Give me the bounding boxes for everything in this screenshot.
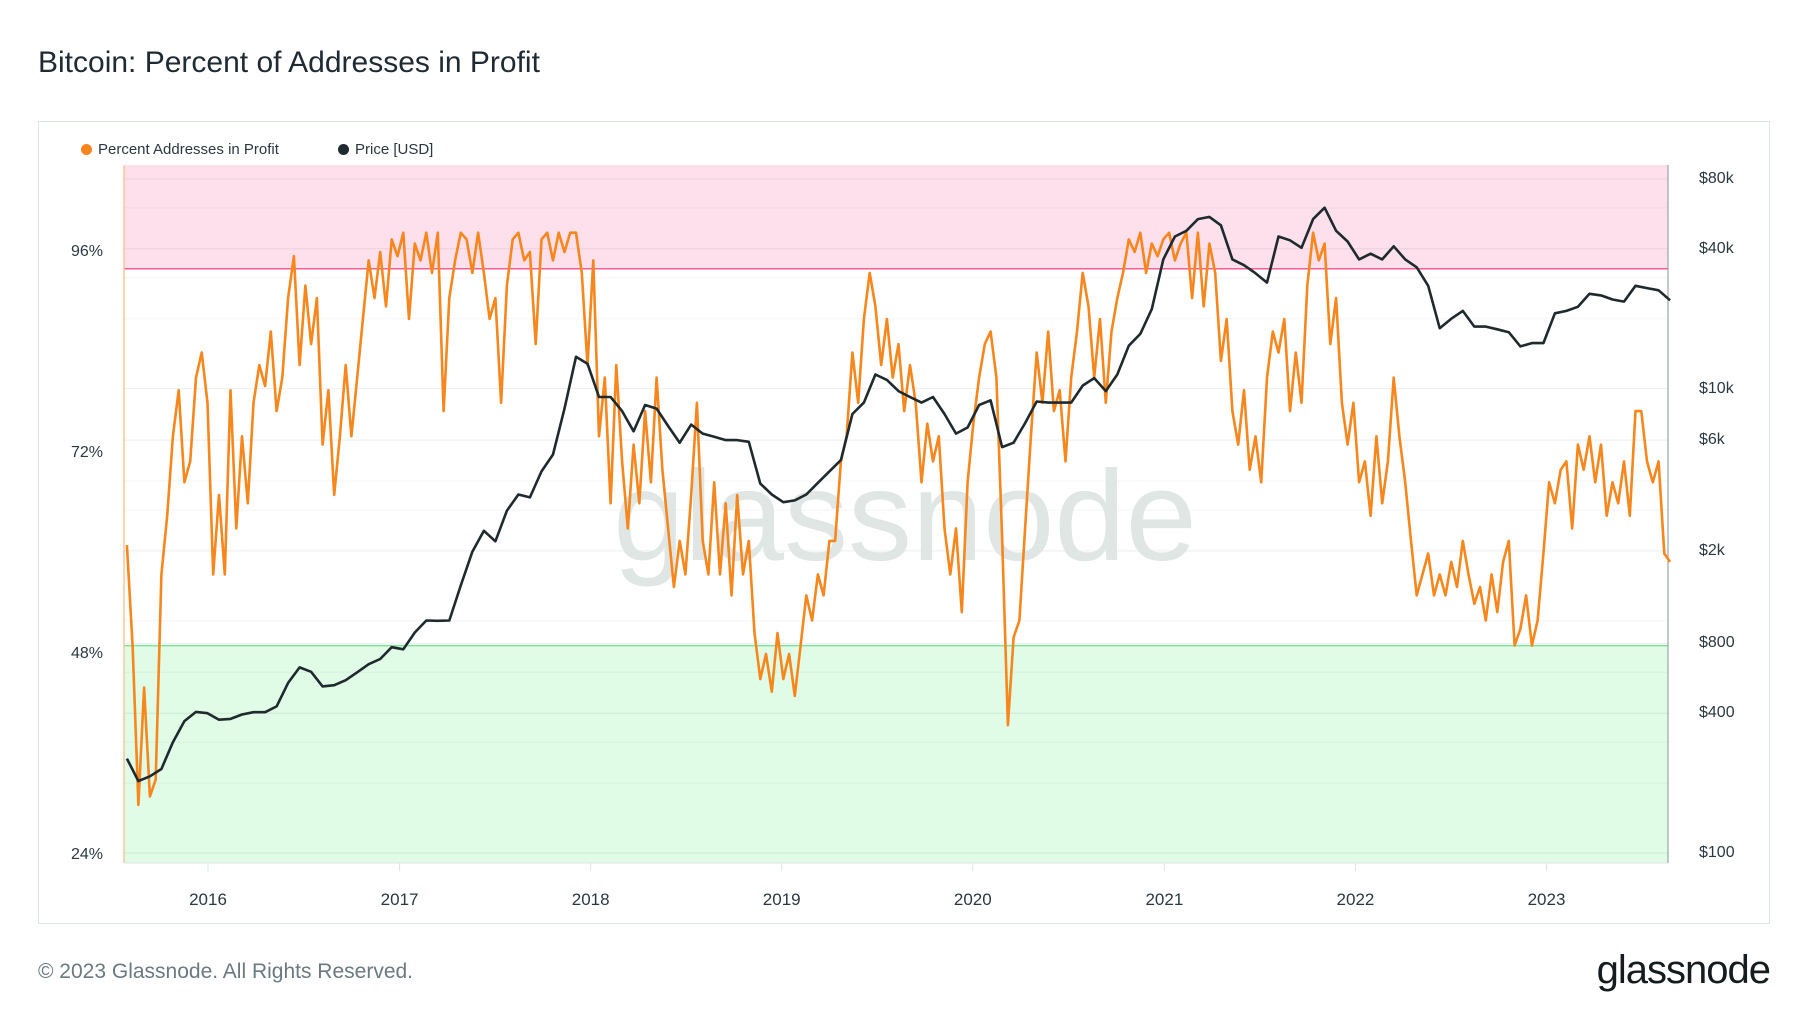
x-axis-tick-label: 2017 bbox=[380, 890, 419, 909]
orange-dot-icon bbox=[81, 144, 92, 155]
legend-label: Percent Addresses in Profit bbox=[98, 141, 279, 158]
right-axis-tick-label: $400 bbox=[1699, 704, 1735, 722]
x-axis-tick-label: 2023 bbox=[1527, 890, 1566, 909]
left-axis-tick-label: 72% bbox=[70, 444, 103, 461]
black-dot-icon bbox=[338, 144, 349, 155]
left-axis-tick-label: 24% bbox=[70, 846, 103, 863]
watermark: glassnode bbox=[613, 445, 1197, 588]
percent-profit-line bbox=[125, 231, 1672, 807]
x-axis-tick-label: 2019 bbox=[762, 890, 801, 909]
glassnode-logo[interactable]: glassnode bbox=[1596, 948, 1771, 992]
legend-label: Price [USD] bbox=[355, 141, 434, 158]
price-line bbox=[125, 206, 1671, 783]
chart-frame bbox=[38, 121, 1770, 924]
legend-item-percent-profit[interactable]: Percent Addresses in Profit bbox=[81, 141, 279, 158]
x-axis-tick-label: 2018 bbox=[571, 890, 610, 909]
right-axis-tick-label: $80k bbox=[1699, 169, 1734, 187]
x-axis-tick-label: 2016 bbox=[189, 890, 227, 909]
right-axis-tick-label: $100 bbox=[1699, 844, 1735, 861]
copyright-footer: © 2023 Glassnode. All Rights Reserved. bbox=[38, 960, 414, 983]
right-axis-tick-label: $10k bbox=[1699, 379, 1734, 397]
legend-item-price[interactable]: Price [USD] bbox=[338, 141, 433, 158]
lower-zone bbox=[124, 645, 1668, 863]
left-axis-tick-label: 96% bbox=[70, 243, 103, 260]
x-axis-tick-label: 2020 bbox=[953, 890, 992, 909]
upper-zone bbox=[124, 165, 1668, 269]
right-axis-tick-label: $40k bbox=[1699, 239, 1734, 257]
chart-title: Bitcoin: Percent of Addresses in Profit bbox=[38, 46, 540, 79]
right-axis-tick-label: $800 bbox=[1699, 634, 1735, 652]
left-axis-tick-label: 48% bbox=[70, 645, 103, 662]
x-axis-tick-label: 2022 bbox=[1336, 890, 1375, 909]
right-axis-tick-label: $2k bbox=[1699, 541, 1725, 559]
right-axis-tick-label: $6k bbox=[1699, 431, 1725, 449]
x-axis-tick-label: 2021 bbox=[1145, 890, 1184, 909]
